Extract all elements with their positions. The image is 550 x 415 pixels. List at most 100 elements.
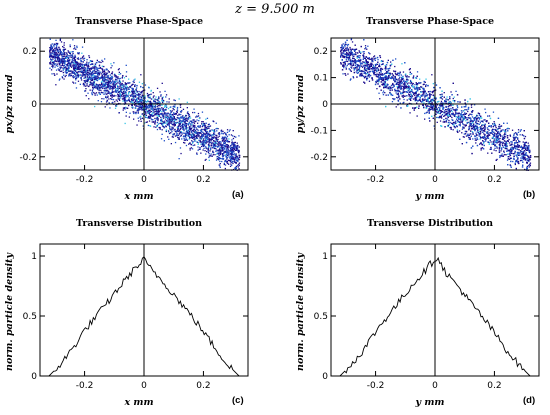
scatter-point [60,49,61,50]
scatter-point [53,45,54,46]
scatter-point [57,44,58,45]
scatter-point [177,129,178,130]
scatter-point [388,60,389,61]
scatter-point [73,66,74,67]
scatter-point [86,70,87,71]
scatter-point [68,67,69,68]
scatter-point [159,108,160,109]
scatter-point [203,133,204,134]
scatter-point [509,142,510,143]
scatter-point [200,130,201,131]
scatter-point [157,88,158,89]
scatter-point [230,153,231,154]
scatter-point [59,61,60,62]
scatter-point [94,66,95,67]
scatter-point [497,147,498,148]
scatter-point [169,133,170,134]
scatter-point [73,82,74,83]
scatter-point [149,101,150,102]
scatter-point [51,73,52,74]
scatter-point [171,131,172,132]
scatter-point [94,93,95,94]
scatter-point [75,82,76,83]
scatter-point [181,116,182,117]
scatter-point [152,98,153,99]
scatter-point [139,109,140,110]
scatter-point [111,76,112,77]
scatter-point [220,153,221,154]
scatter-point [79,75,80,76]
scatter-point [68,57,69,58]
scatter-point [132,106,133,107]
scatter-point [164,126,165,127]
scatter-point [162,100,163,101]
scatter-point [127,87,128,88]
scatter-point [135,99,136,100]
scatter-point [61,54,62,55]
scatter-point [236,166,237,167]
scatter-point [50,39,51,40]
scatter-point [102,70,103,71]
scatter-point [60,65,61,66]
scatter-point [87,93,88,94]
scatter-point [92,71,93,72]
scatter-point [97,75,98,76]
scatter-point [209,142,210,143]
scatter-point [193,125,194,126]
scatter-point [59,54,60,55]
scatter-point [441,101,442,102]
scatter-point [132,100,133,101]
scatter-point [162,83,163,84]
scatter-point [57,58,58,59]
scatter-point [141,97,142,98]
scatter-point [194,127,195,128]
scatter-point [209,155,210,156]
scatter-point [177,117,178,118]
scatter-point [209,126,210,127]
x-tick-label: -0.2 [76,175,94,185]
scatter-point [170,110,171,111]
scatter-point [198,130,199,131]
panel-b-scatter-points [340,38,531,171]
scatter-point [120,89,121,90]
scatter-point [155,121,156,122]
scatter-point [82,47,83,48]
scatter-point [138,93,139,94]
scatter-point [56,61,57,62]
scatter-point [236,150,237,151]
main-title: z = 9.500 m [234,2,315,17]
scatter-point [86,64,87,65]
scatter-point [167,115,168,116]
scatter-point [154,99,155,100]
scatter-point [212,147,213,148]
scatter-point [216,130,217,131]
scatter-point [158,114,159,115]
scatter-point [194,123,195,124]
scatter-point [108,91,109,92]
scatter-point [107,84,108,85]
scatter-point [187,111,188,112]
scatter-point [203,129,204,130]
scatter-point [135,101,136,102]
scatter-point [114,101,115,102]
scatter-point [444,92,445,93]
scatter-point [199,137,200,138]
scatter-point [74,45,75,46]
scatter-point [213,154,214,155]
scatter-point [367,72,368,73]
scatter-point [65,61,66,62]
scatter-point [233,154,234,155]
scatter-point [117,76,118,77]
scatter-point [379,64,380,65]
scatter-point [512,130,513,131]
scatter-point [73,62,74,63]
scatter-point [50,54,51,55]
scatter-point [175,100,176,101]
scatter-point [145,96,146,97]
scatter-point [214,136,215,137]
scatter-point [236,148,237,149]
scatter-point [392,87,393,88]
scatter-point [157,122,158,123]
scatter-point [233,148,234,149]
